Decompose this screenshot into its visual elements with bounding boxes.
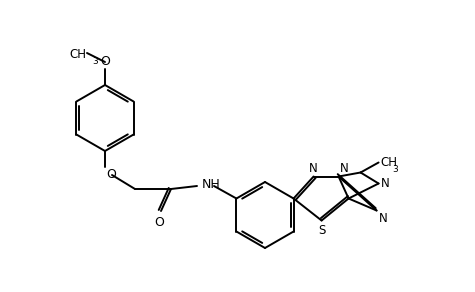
Text: N: N bbox=[379, 213, 387, 225]
Text: 3: 3 bbox=[92, 57, 98, 66]
Text: CH: CH bbox=[380, 156, 398, 169]
Text: O: O bbox=[100, 55, 110, 68]
Text: 3: 3 bbox=[392, 166, 399, 175]
Text: O: O bbox=[154, 216, 164, 229]
Text: S: S bbox=[318, 225, 325, 237]
Text: N: N bbox=[380, 177, 390, 190]
Text: O: O bbox=[106, 168, 116, 181]
Text: NH: NH bbox=[202, 178, 221, 192]
Text: CH: CH bbox=[69, 48, 86, 60]
Text: N: N bbox=[340, 161, 348, 175]
Text: N: N bbox=[309, 161, 318, 175]
